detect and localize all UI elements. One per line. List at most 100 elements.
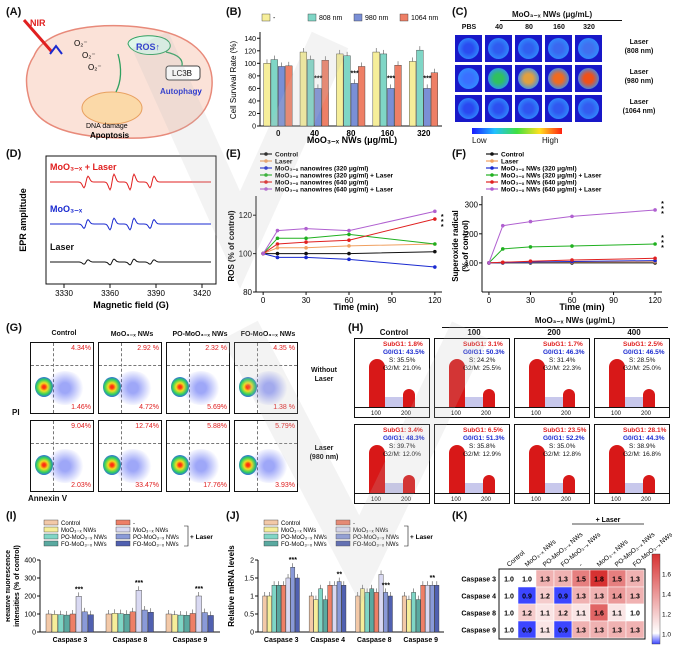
x-tick-label: 120 bbox=[648, 296, 662, 305]
significance-mark: * bbox=[661, 235, 664, 242]
legend-label: Laser bbox=[275, 159, 293, 166]
o2-label-1: O₂⁻ bbox=[74, 39, 88, 48]
legend-label: MoO₃₋ₓ NWs (320 μg/ml) bbox=[501, 166, 577, 173]
h-title-rule bbox=[442, 327, 668, 328]
bar bbox=[123, 613, 130, 633]
legend-swatch bbox=[115, 519, 131, 526]
nanowire-icon bbox=[49, 44, 63, 55]
bar bbox=[171, 614, 178, 633]
series-point bbox=[500, 247, 505, 251]
series-point bbox=[433, 249, 437, 254]
legend-marker bbox=[490, 166, 494, 170]
k-cell-value: 1.2 bbox=[540, 594, 550, 601]
bar bbox=[336, 53, 344, 127]
bar bbox=[263, 63, 271, 127]
bar bbox=[207, 615, 214, 633]
c-row-label-1: Laser bbox=[629, 39, 649, 46]
legend-swatch bbox=[263, 526, 279, 533]
h-s-phase bbox=[465, 397, 487, 407]
legend-bracket bbox=[404, 525, 409, 547]
h-subg1: SubG1: 23.5% bbox=[543, 427, 587, 434]
d-x-tick-label: 3390 bbox=[147, 289, 165, 298]
legend-swatch bbox=[43, 519, 59, 526]
y-tick-label: 100 bbox=[465, 259, 479, 268]
series-point bbox=[275, 242, 280, 246]
y-tick-label: 1 bbox=[250, 594, 254, 601]
bar bbox=[336, 581, 342, 633]
k-cell-value: 1.1 bbox=[540, 611, 550, 618]
c-row-label-1: Laser bbox=[629, 69, 649, 76]
legend-label: MoO₃₋ₓ NWs (320 μg/ml) + Laser bbox=[501, 173, 602, 180]
panel-label-k: (K) bbox=[452, 510, 468, 522]
bar bbox=[290, 567, 296, 633]
c-row-label-2: (980 nm) bbox=[624, 78, 654, 85]
c-col-label: 40 bbox=[495, 24, 503, 31]
h-s: S: 35.0% bbox=[549, 443, 576, 450]
h-axis bbox=[595, 493, 669, 503]
series-point bbox=[261, 251, 265, 256]
g-cluster bbox=[171, 455, 189, 475]
legend-label: MoO₃₋ₓ nanowires (640 μg/ml) bbox=[275, 180, 368, 187]
g-top-pct: 4.35 % bbox=[273, 345, 295, 352]
y-tick-label: 100 bbox=[239, 250, 253, 259]
c-title-rule bbox=[500, 20, 622, 21]
significance-mark: * bbox=[661, 201, 664, 208]
g-col-label: PO-MoO₃₋ₓ NWs bbox=[172, 331, 228, 338]
h-g2m: G2/M: 16.8% bbox=[623, 451, 661, 458]
x-tick-label: 0 bbox=[487, 296, 492, 305]
series-point bbox=[347, 232, 351, 237]
series-point bbox=[275, 246, 280, 250]
g-gate-h bbox=[167, 443, 229, 444]
series-point bbox=[304, 251, 308, 256]
category-label: Caspase 8 bbox=[113, 637, 148, 644]
y-tick-label: 200 bbox=[465, 230, 479, 239]
g-gate-v bbox=[121, 421, 122, 491]
bar bbox=[313, 599, 319, 633]
bar bbox=[267, 595, 272, 633]
category-label: 0 bbox=[276, 129, 281, 138]
g-scatter bbox=[45, 449, 85, 483]
bar bbox=[129, 611, 136, 633]
series-point bbox=[487, 261, 491, 265]
bar bbox=[147, 611, 154, 633]
g-col-label: FO-MoO₃₋ₓ NWs bbox=[240, 331, 296, 338]
panel-label-j: (J) bbox=[226, 510, 240, 522]
g-bot-pct: 33.47% bbox=[135, 482, 159, 489]
h-g2m: G2/M: 12.0% bbox=[383, 451, 421, 458]
h-g2-peak bbox=[403, 475, 415, 493]
h-x-tick: 100 bbox=[371, 411, 382, 417]
nucleus bbox=[81, 91, 143, 125]
c-row-label-2: (1064 nm) bbox=[622, 108, 656, 115]
y-tick-label: 400 bbox=[24, 558, 36, 565]
y-tick-label: 300 bbox=[24, 576, 36, 583]
g-row-label-2: (980 nm) bbox=[309, 454, 339, 461]
y-tick-label: 100 bbox=[24, 612, 36, 619]
h-axis bbox=[435, 407, 509, 417]
y-tick-label: 100 bbox=[244, 61, 256, 68]
g-bot-pct: 1.38 % bbox=[273, 404, 295, 411]
d-x-tick-label: 3420 bbox=[193, 289, 211, 298]
series-point bbox=[347, 238, 351, 242]
h-g0g1: G0/G1: 46.5% bbox=[623, 349, 665, 356]
bar bbox=[430, 72, 438, 127]
category-label: Caspase 4 bbox=[310, 637, 345, 644]
h-axis bbox=[355, 493, 429, 503]
legend-swatch bbox=[335, 526, 351, 533]
legend-marker bbox=[264, 180, 268, 184]
g-gate-h bbox=[31, 443, 93, 444]
c-well bbox=[578, 38, 599, 59]
series-point bbox=[304, 255, 308, 260]
significance-mark: * bbox=[441, 214, 444, 221]
epr-trace-label: MoO₃₋ₓ bbox=[50, 204, 83, 214]
y-tick-label: 200 bbox=[24, 594, 36, 601]
bar bbox=[379, 53, 388, 127]
bar bbox=[87, 614, 94, 633]
epr-trace-label: Laser bbox=[50, 242, 75, 252]
series-point bbox=[304, 246, 308, 250]
series-point bbox=[500, 223, 505, 228]
h-x-tick: 100 bbox=[531, 497, 542, 503]
h-histogram: 100 200 SubG1: 28.1% G0/G1: 44.3% S: 38.9% G2… bbox=[594, 424, 670, 504]
legend-label: 980 nm bbox=[365, 15, 389, 22]
bar bbox=[343, 55, 351, 127]
g-col-label: MoO₃₋ₓ NWs bbox=[110, 331, 154, 338]
